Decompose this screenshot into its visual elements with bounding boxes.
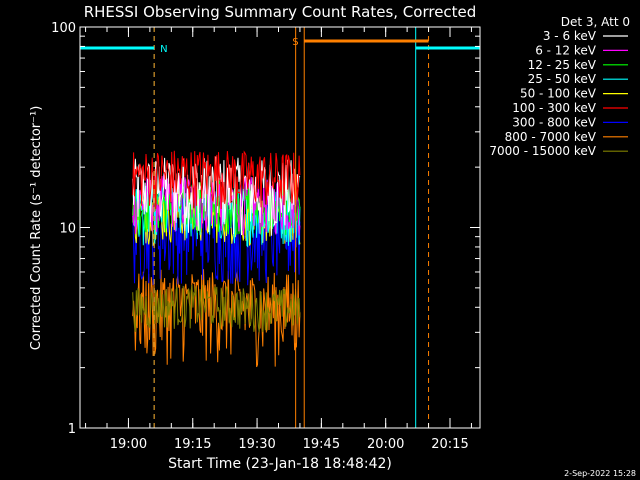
y-tick-label: 10 xyxy=(59,222,76,237)
y-tick-label: 1 xyxy=(68,422,76,437)
chart-title: RHESSI Observing Summary Count Rates, Co… xyxy=(84,3,477,21)
x-tick-label: 19:30 xyxy=(238,437,275,452)
legend-label-6: 300 - 800 keV xyxy=(512,115,596,129)
marker-label-s: S xyxy=(292,37,298,48)
x-tick-label: 19:00 xyxy=(110,437,147,452)
x-tick-label: 20:15 xyxy=(431,437,468,452)
footer-date: 2-Sep-2022 15:28 xyxy=(564,469,636,478)
x-tick-label: 19:45 xyxy=(303,437,340,452)
y-tick-label: 100 xyxy=(51,21,76,36)
legend-label-8: 7000 - 15000 keV xyxy=(489,144,596,158)
legend-label-0: 3 - 6 keV xyxy=(543,29,597,43)
legend-label-4: 50 - 100 keV xyxy=(520,87,597,101)
marker-label-n: N xyxy=(160,44,167,55)
series-line-100-300-kev xyxy=(132,150,301,210)
series-line-300-800-kev xyxy=(132,196,301,286)
legend-label-2: 12 - 25 keV xyxy=(528,58,597,72)
x-tick-label: 20:00 xyxy=(367,437,404,452)
series-line-7000-15000-kev xyxy=(132,284,301,333)
legend-label-3: 25 - 50 keV xyxy=(528,72,597,86)
y-axis-label: Corrected Count Rate (s⁻¹ detector⁻¹) xyxy=(29,106,44,351)
legend-label-7: 800 - 7000 keV xyxy=(505,130,597,144)
legend-label-1: 6 - 12 keV xyxy=(535,43,597,57)
legend-label-5: 100 - 300 keV xyxy=(512,101,596,115)
legend-title: Det 3, Att 0 xyxy=(561,15,630,29)
x-tick-label: 19:15 xyxy=(174,437,211,452)
x-axis-label: Start Time (23-Jan-18 18:48:42) xyxy=(168,456,392,472)
